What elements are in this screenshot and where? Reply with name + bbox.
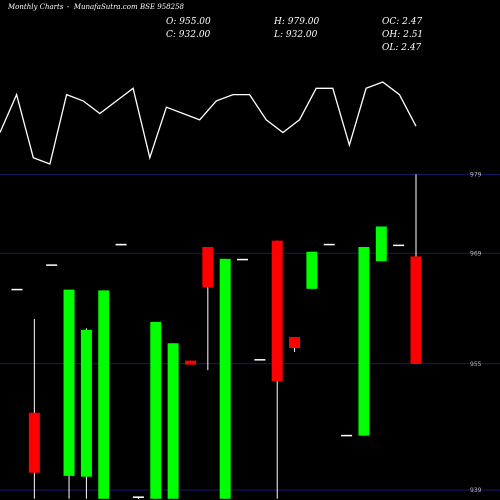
candle-body-up [219,258,231,499]
candle-body-up [80,329,92,477]
open-value: O: 955.00 [166,17,211,27]
site-name: MunafaSutra.com [73,3,138,11]
candle-body-up [98,290,110,499]
close-value: C: 932.00 [166,30,211,40]
high-value: H: 979.00 [274,17,320,27]
candle-body-down [341,434,353,437]
candle-body-up [132,496,144,498]
candle-body-down [271,240,283,382]
top-line-series [0,81,417,165]
grid-layer [0,173,500,491]
candle-layer [11,174,422,499]
candle-body-up [150,321,162,499]
candle-body-down [202,246,214,288]
candle-body-up [323,243,335,246]
candle-body-up [254,359,266,361]
candle-body-down [28,412,40,473]
candle-body-up [167,343,179,499]
y-tick-label: 969 [470,250,482,257]
candle-body-up [306,251,318,289]
oh-value: OH: 2.51 [382,30,424,40]
candle-body-up [358,246,370,436]
line-layer [0,81,417,165]
candle-body-down [184,360,196,365]
candle-body-up [115,243,127,246]
candle-body-down [289,336,301,349]
y-tick-label: 939 [470,487,482,494]
ol-value: OL: 2.47 [382,43,422,53]
candle-body-up [46,264,58,266]
y-tick-label: 979 [470,171,482,178]
candle-body-up [11,288,23,291]
site-label: - MunafaSutra.com [67,3,138,11]
candle-body-up [393,244,405,247]
candle-body-up [237,258,249,261]
chart-period-label: Monthly Charts [8,3,64,11]
tick-layer: 979 969 955 939 [470,171,482,494]
y-tick-label: 955 [470,361,482,368]
candle-body-up [63,289,75,476]
symbol-label: BSE 958258 [140,3,184,11]
candle-body-up [375,226,387,262]
candle-body-down [410,256,422,364]
oc-value: OC: 2.47 [382,17,423,27]
low-value: L: 932.00 [274,30,318,40]
